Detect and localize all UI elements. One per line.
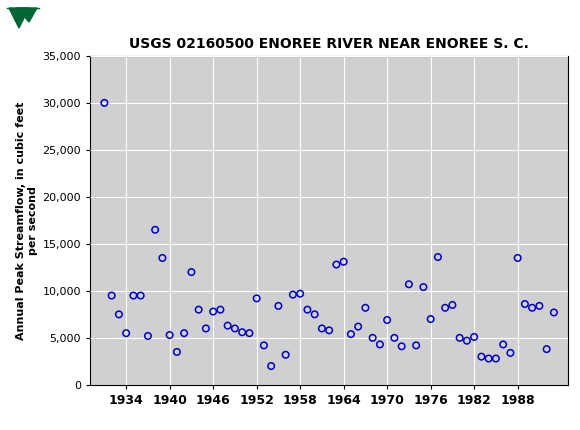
Point	[187, 269, 196, 276]
Title: USGS 02160500 ENOREE RIVER NEAR ENOREE S. C.: USGS 02160500 ENOREE RIVER NEAR ENOREE S…	[129, 37, 529, 51]
Point	[288, 291, 298, 298]
Point	[310, 311, 319, 318]
Bar	[7, 4, 39, 36]
Point	[158, 255, 167, 261]
Point	[535, 302, 544, 309]
Point	[274, 302, 283, 309]
Point	[245, 330, 254, 337]
Point	[107, 292, 116, 299]
Point	[223, 322, 232, 329]
Point	[382, 316, 392, 323]
Point	[448, 301, 457, 308]
Point	[259, 342, 269, 349]
Point	[114, 311, 124, 318]
Point	[491, 355, 501, 362]
Point	[506, 350, 515, 356]
Point	[230, 325, 240, 332]
Point	[469, 334, 478, 341]
Point	[324, 327, 334, 334]
Point	[433, 254, 443, 261]
Point	[404, 281, 414, 288]
Point	[295, 290, 305, 297]
Point	[390, 335, 399, 341]
Point	[281, 351, 290, 358]
Point	[520, 301, 530, 307]
Point	[375, 341, 385, 348]
Point	[462, 337, 472, 344]
Point	[527, 304, 536, 311]
Y-axis label: Annual Peak Streamflow, in cubic feet
per second: Annual Peak Streamflow, in cubic feet pe…	[16, 101, 38, 340]
Point	[368, 335, 377, 341]
Point	[477, 353, 486, 360]
Point	[237, 329, 246, 336]
Point	[121, 330, 130, 337]
Point	[129, 292, 138, 299]
Point	[339, 258, 348, 265]
Point	[216, 306, 225, 313]
Point	[426, 316, 435, 322]
Point	[549, 309, 559, 316]
Point	[440, 304, 450, 311]
Point	[346, 331, 356, 338]
Point	[266, 362, 276, 369]
Point	[317, 325, 327, 332]
Point	[252, 295, 261, 302]
Point	[150, 226, 160, 233]
Text: USGS: USGS	[43, 11, 99, 29]
Polygon shape	[9, 8, 29, 28]
Point	[194, 306, 203, 313]
Point	[100, 99, 109, 106]
Point	[455, 335, 464, 341]
Point	[208, 308, 218, 315]
Point	[172, 348, 182, 355]
Point	[353, 323, 362, 330]
Point	[165, 332, 174, 338]
Point	[361, 304, 370, 311]
Point	[136, 292, 145, 299]
Point	[484, 355, 493, 362]
Point	[542, 346, 551, 353]
Point	[397, 343, 406, 350]
Point	[201, 325, 211, 332]
Point	[303, 306, 312, 313]
Polygon shape	[17, 8, 37, 22]
Point	[143, 332, 153, 339]
Point	[332, 261, 341, 268]
Point	[498, 341, 508, 348]
Point	[179, 330, 188, 337]
Point	[513, 255, 522, 261]
Point	[419, 284, 428, 291]
Point	[411, 342, 420, 349]
